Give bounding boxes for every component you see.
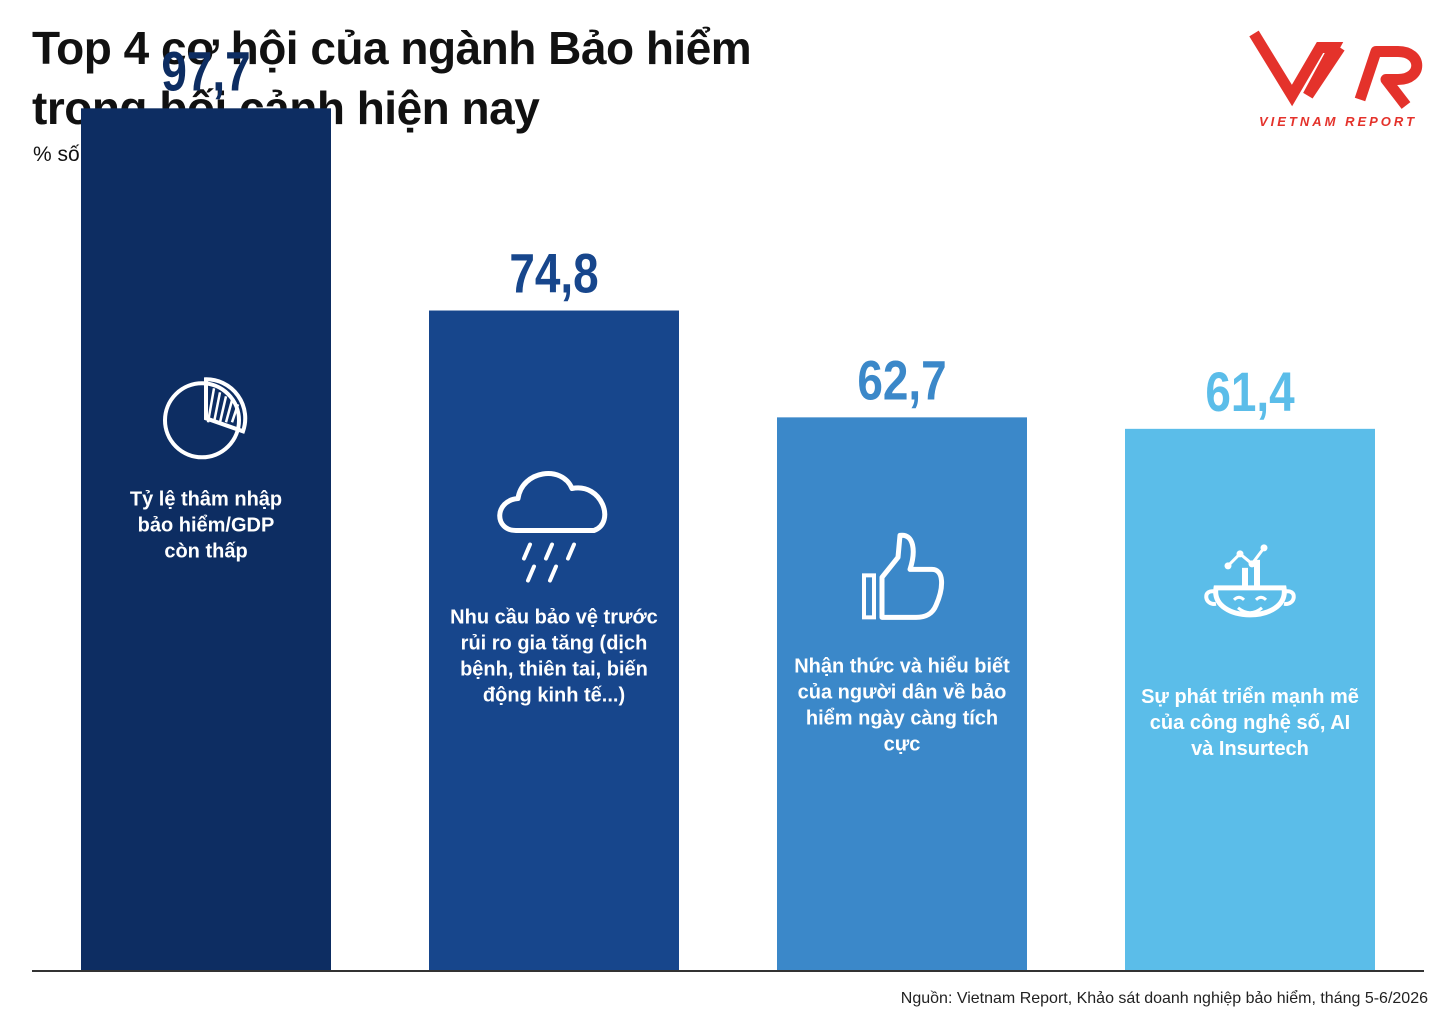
category-label-line: bệnh, thiên tai, biến — [460, 659, 648, 681]
category-label-line: của người dân về bảo — [798, 681, 1007, 703]
category-label-line: bảo hiểm/GDP — [138, 514, 275, 536]
category-label-line: Tỷ lệ thâm nhập — [130, 488, 282, 510]
category-label-line: Sự phát triển mạnh mẽ — [1141, 686, 1359, 708]
bar — [429, 310, 679, 971]
bar — [777, 417, 1027, 971]
rain-cloud-icon — [497, 471, 608, 583]
thumbs-up-icon — [862, 532, 944, 620]
data-label: 97,7 — [161, 40, 250, 102]
vnr-logo — [1249, 30, 1423, 109]
source-note: Nguồn: Vietnam Report, Khảo sát doanh ng… — [900, 990, 1428, 1007]
data-label: 61,4 — [1205, 361, 1295, 423]
category-label: Tỷ lệ thâm nhập bảo hiểm/GDP còn thấp — [130, 488, 282, 562]
category-label-line: Nhận thức và hiểu biết — [794, 655, 1010, 677]
category-label-line: hiểm ngày càng tích — [806, 707, 998, 729]
category-label: Sự phát triển mạnh mẽ của công nghệ số, A… — [1141, 686, 1359, 760]
bar — [81, 108, 331, 971]
chart-title: Top 4 cơ hội của ngành Bảo hiểm trong bố… — [32, 18, 932, 138]
category-label-line: Nhu cầu bảo vệ trước — [450, 607, 658, 629]
category-label-line: của công nghệ số, AI — [1150, 712, 1350, 734]
category-label: Nhận thức và hiểu biết của người dân về b… — [794, 655, 1010, 755]
category-label-line: rủi ro gia tăng (dịch — [461, 633, 648, 655]
logo-text: VIETNAM REPORT — [1258, 114, 1418, 129]
bar — [1125, 428, 1375, 971]
category-label-line: cực — [884, 733, 921, 755]
tech-head-icon — [1204, 544, 1296, 618]
category-label-line: động kinh tế...) — [483, 685, 625, 707]
pie-chart-icon — [163, 377, 248, 460]
title-line-1: Top 4 cơ hội của ngành Bảo hiểm — [32, 22, 752, 74]
data-label: 74,8 — [509, 242, 598, 304]
category-label-line: và Insurtech — [1191, 738, 1309, 760]
category-label-line: còn thấp — [164, 540, 247, 562]
data-label: 62,7 — [857, 349, 946, 411]
category-label: Nhu cầu bảo vệ trước rủi ro gia tăng (dịc… — [450, 607, 658, 707]
